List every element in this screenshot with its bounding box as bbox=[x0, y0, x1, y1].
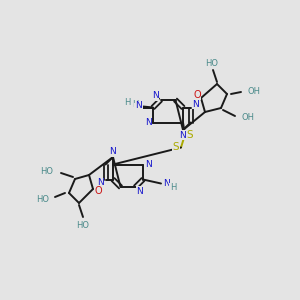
Text: N: N bbox=[136, 101, 142, 110]
Text: N: N bbox=[164, 179, 170, 188]
Text: N: N bbox=[136, 187, 143, 196]
Text: N: N bbox=[135, 103, 141, 112]
Text: OH: OH bbox=[241, 113, 254, 122]
Text: HO: HO bbox=[36, 194, 49, 203]
Text: N: N bbox=[145, 160, 152, 169]
Text: N: N bbox=[180, 130, 186, 140]
Text: HO: HO bbox=[206, 59, 218, 68]
Text: S: S bbox=[173, 142, 179, 152]
Text: N: N bbox=[110, 148, 116, 157]
Text: H: H bbox=[170, 183, 176, 192]
Text: S: S bbox=[187, 130, 193, 140]
Text: HO: HO bbox=[40, 167, 53, 176]
Text: N: N bbox=[152, 92, 159, 100]
Text: H: H bbox=[132, 100, 138, 109]
Text: N: N bbox=[97, 178, 104, 187]
Text: O: O bbox=[193, 90, 201, 100]
Text: HO: HO bbox=[76, 220, 89, 230]
Text: OH: OH bbox=[247, 88, 260, 97]
Text: O: O bbox=[94, 186, 102, 196]
Text: N: N bbox=[192, 100, 199, 109]
Text: N: N bbox=[145, 118, 152, 127]
Text: H: H bbox=[124, 98, 130, 107]
